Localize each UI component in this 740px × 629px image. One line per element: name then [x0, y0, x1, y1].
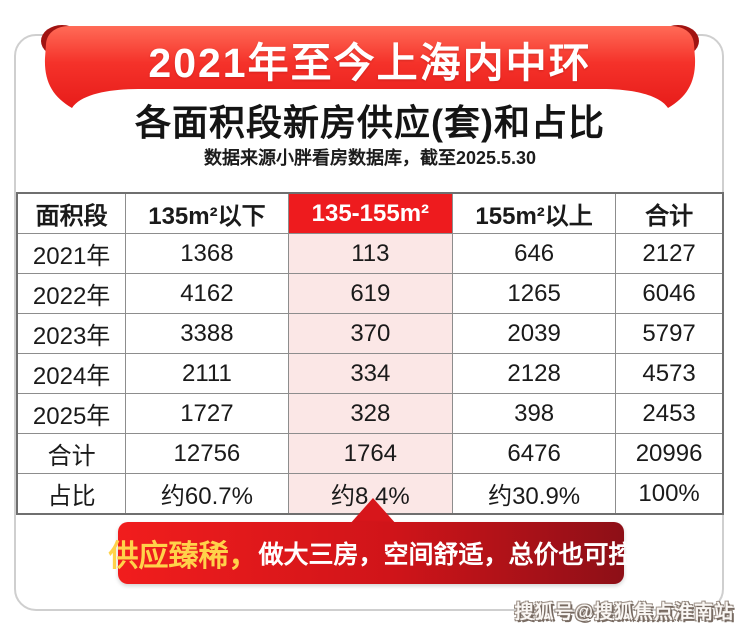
callout-pointer-icon: [349, 498, 397, 525]
table-row-2024: 2024年 2111 334 2128 4573: [16, 353, 724, 394]
cell-value: 1727: [125, 393, 289, 434]
row-label: 占比: [16, 473, 127, 515]
table-header-row: 面积段 135m²以下 135-155m² 155m²以上 合计: [16, 192, 724, 234]
cell-value-highlighted: 334: [287, 353, 454, 394]
row-label: 2024年: [16, 353, 127, 394]
col-header-above-155: 155m²以上: [452, 192, 617, 234]
cell-value: 2128: [452, 353, 617, 394]
cell-value-highlighted: 1764: [287, 433, 454, 474]
col-header-area-segment: 面积段: [16, 192, 127, 234]
cell-value: 约60.7%: [125, 473, 289, 515]
cell-value-highlighted: 370: [287, 313, 454, 354]
table-row-2022: 2022年 4162 619 1265 6046: [16, 273, 724, 314]
ribbon-banner: 2021年至今上海内中环: [0, 0, 740, 122]
table-row-2025: 2025年 1727 328 398 2453: [16, 393, 724, 434]
cell-value: 4573: [615, 353, 724, 394]
ribbon-graphic: [41, 25, 699, 108]
banner-title: 2021年至今上海内中环: [148, 40, 592, 86]
callout-banner: 供应臻稀， 做大三房，空间舒适，总价也可控: [109, 522, 634, 584]
table-row-2023: 2023年 3388 370 2039 5797: [16, 313, 724, 354]
cell-value: 20996: [615, 433, 724, 474]
cell-value: 2039: [452, 313, 617, 354]
cell-value: 4162: [125, 273, 289, 314]
cell-value: 5797: [615, 313, 724, 354]
cell-value-highlighted: 328: [287, 393, 454, 434]
data-source-subtitle: 数据来源小胖看房数据库，截至2025.5.30: [203, 148, 537, 168]
cell-value: 12756: [125, 433, 289, 474]
row-label: 合计: [16, 433, 127, 474]
col-header-total: 合计: [615, 192, 724, 234]
cell-value: 1368: [125, 233, 289, 274]
row-label: 2021年: [16, 233, 127, 274]
cell-value: 2127: [615, 233, 724, 274]
ribbon-body: [44, 26, 696, 108]
col-header-below-135: 135m²以下: [125, 192, 289, 234]
cell-value: 6046: [615, 273, 724, 314]
table-row-2021: 2021年 1368 113 646 2127: [16, 233, 724, 274]
cell-value: 2453: [615, 393, 724, 434]
supply-table: 面积段 135m²以下 135-155m² 155m²以上 合计 2021年 1…: [16, 192, 724, 515]
callout-text: 做大三房，空间舒适，总价也可控: [258, 541, 634, 569]
table-row-total: 合计 12756 1764 6476 20996: [16, 433, 724, 474]
page-title: 各面积段新房供应(套)和占比: [135, 102, 605, 143]
callout-highlight-text: 供应臻稀，: [108, 540, 259, 573]
watermark-text: 搜狐号@搜狐焦点淮南站: [514, 602, 734, 623]
cell-value: 约30.9%: [452, 473, 617, 515]
cell-value-highlighted: 619: [287, 273, 454, 314]
cell-value: 6476: [452, 433, 617, 474]
cell-value: 3388: [125, 313, 289, 354]
cell-value: 646: [452, 233, 617, 274]
row-label: 2023年: [16, 313, 127, 354]
supply-table-container: 面积段 135m²以下 135-155m² 155m²以上 合计 2021年 1…: [16, 192, 724, 515]
row-label: 2025年: [16, 393, 127, 434]
cell-value: 398: [452, 393, 617, 434]
cell-value-highlighted: 113: [287, 233, 454, 274]
cell-value: 2111: [125, 353, 289, 394]
row-label: 2022年: [16, 273, 127, 314]
cell-value: 100%: [615, 473, 724, 515]
col-header-135-155-highlighted: 135-155m²: [287, 192, 454, 234]
cell-value: 1265: [452, 273, 617, 314]
